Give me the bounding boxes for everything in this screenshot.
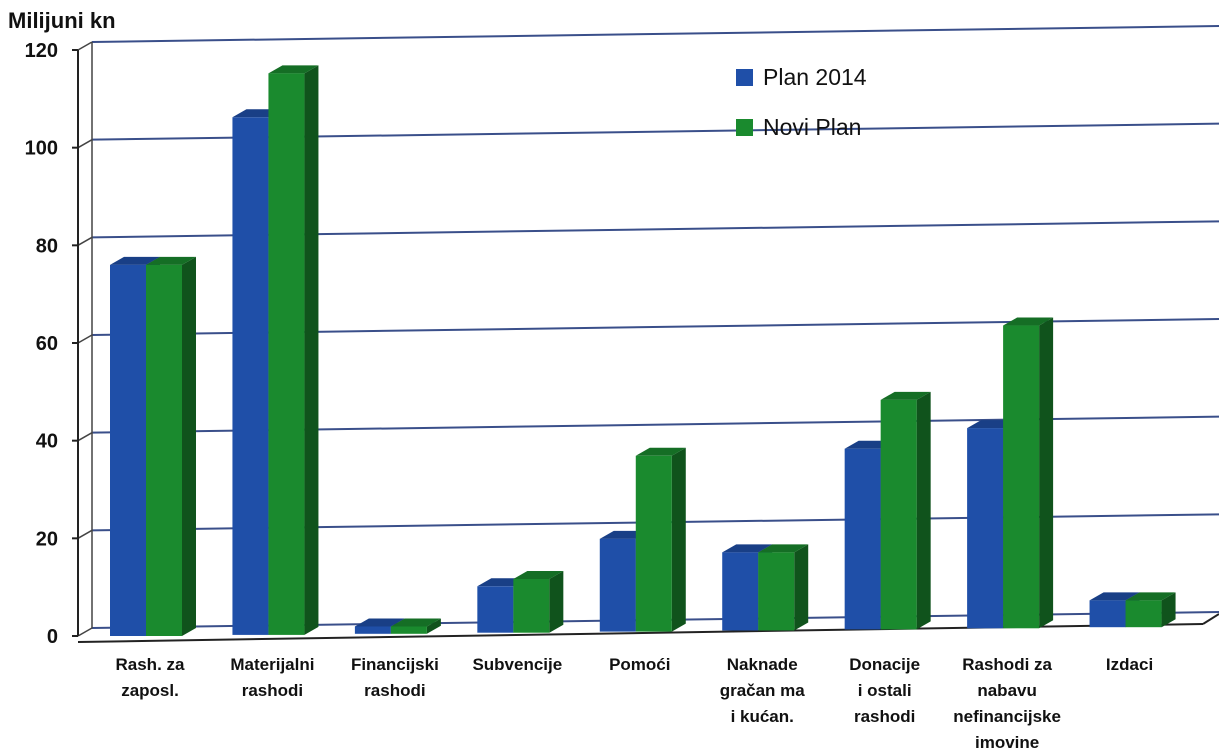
bar-top	[1089, 592, 1140, 601]
bar-top	[635, 447, 686, 456]
gridline-depth	[77, 529, 93, 539]
bar-top	[722, 544, 773, 553]
bar	[967, 428, 1004, 629]
bar-top	[390, 618, 441, 627]
bar-top	[880, 391, 931, 400]
legend-item-plan-2014: Plan 2014	[736, 52, 867, 102]
bar-top	[1125, 592, 1176, 601]
bar	[513, 578, 550, 633]
bar	[1089, 600, 1126, 628]
x-axis-depth	[1202, 613, 1219, 625]
legend-swatch-novi-plan	[736, 118, 753, 136]
legend: Plan 2014 Novi Plan	[736, 52, 867, 152]
bar-top	[1003, 317, 1054, 326]
bar-side	[426, 618, 441, 634]
legend-swatch-plan-2014	[736, 68, 753, 86]
gridline-depth	[77, 334, 93, 344]
bar	[758, 552, 795, 631]
bar	[232, 117, 269, 635]
gridline-depth	[77, 627, 93, 637]
y-tick-label: 100	[25, 138, 58, 160]
x-tick-label: Rash. za zaposl.	[115, 655, 185, 700]
bar	[722, 552, 759, 631]
bar-top	[513, 570, 564, 579]
bar-top	[354, 618, 405, 627]
legend-item-novi-plan: Novi Plan	[736, 102, 867, 152]
bar-top	[110, 256, 160, 265]
x-tick-label: Pomoći	[609, 655, 671, 674]
y-tick-label: 20	[36, 528, 58, 550]
legend-label-plan-2014: Plan 2014	[763, 63, 867, 90]
bar	[146, 264, 182, 636]
gridline-depth	[77, 139, 93, 149]
bar-side	[304, 65, 319, 635]
gridline-depth	[77, 432, 93, 442]
bar-side	[549, 570, 564, 633]
x-tick-label: Materijalni rashodi	[230, 655, 315, 700]
bar-top	[758, 544, 809, 553]
x-tick-label: Rashodi za nabavu nefinancijske imovine	[953, 655, 1061, 752]
bar	[599, 538, 636, 632]
bar	[110, 264, 146, 636]
gridline-depth	[77, 41, 93, 51]
bar-side	[671, 447, 686, 632]
bar-side	[1039, 317, 1054, 629]
bar	[390, 626, 427, 634]
bar-side	[1161, 592, 1176, 628]
bar	[477, 586, 514, 633]
bar-top	[268, 65, 319, 74]
y-axis-title: Milijuni kn	[8, 8, 116, 33]
x-tick-label: Izdaci	[1105, 655, 1154, 674]
y-tick-label: 80	[36, 235, 58, 257]
bar-top	[146, 256, 196, 265]
bar	[354, 626, 391, 634]
y-tick-label: 60	[36, 333, 58, 355]
bar	[844, 448, 881, 630]
legend-label-novi-plan: Novi Plan	[763, 113, 862, 140]
bar-side	[916, 391, 931, 630]
x-tick-label: Subvencije	[472, 655, 563, 674]
gridline-depth	[77, 236, 93, 246]
bar-side	[794, 544, 809, 631]
bar	[635, 455, 672, 632]
x-tick-label: Donacije i ostali rashodi	[849, 655, 921, 726]
x-tick-label: Naknade gračan ma i kućan.	[719, 655, 805, 726]
y-tick-label: 0	[47, 626, 58, 648]
y-tick-label: 120	[25, 40, 58, 62]
bar	[880, 399, 917, 630]
bar	[1003, 325, 1040, 629]
bar	[1125, 600, 1162, 628]
bars	[110, 65, 1176, 636]
y-tick-label: 40	[36, 431, 58, 453]
bar	[268, 73, 305, 635]
bar-side	[182, 256, 196, 636]
x-tick-label: Financijski rashodi	[350, 655, 439, 700]
y-tick-labels: 0 20 40 60 80 100 120	[25, 40, 58, 648]
gridline	[91, 25, 1219, 43]
